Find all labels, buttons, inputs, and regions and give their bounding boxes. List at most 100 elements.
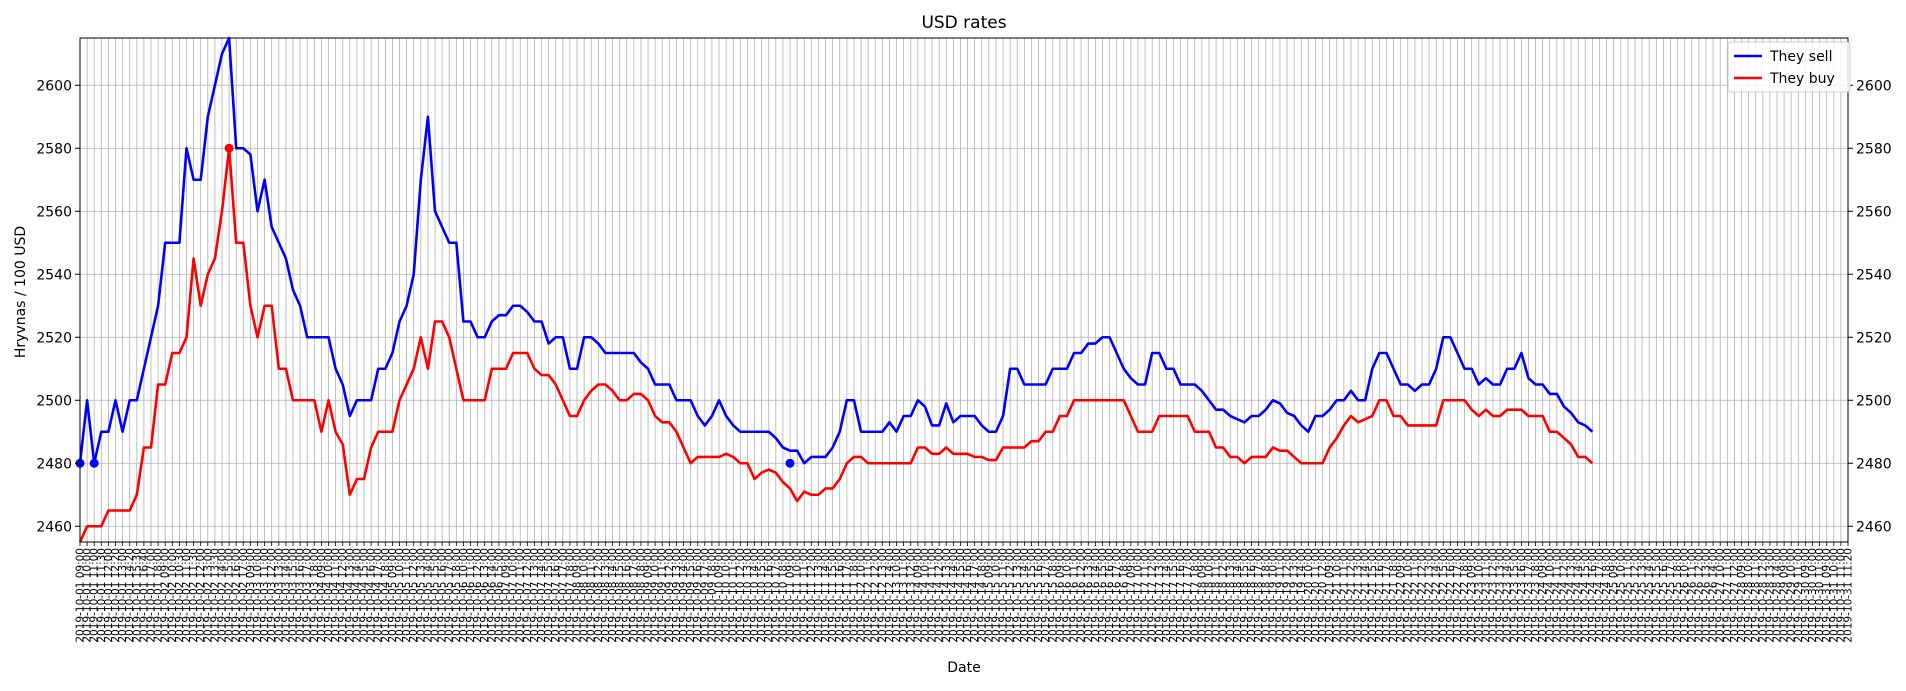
x-tick-label: 2019-10-18 13:00 (1225, 548, 1237, 643)
x-tick-label: 2019-10-04 10:00 (323, 548, 335, 643)
x-tick-label: 2019-10-17 11:00 (1140, 548, 1152, 643)
x-tick-label: 2019-10-24 10:00 (1544, 548, 1556, 643)
x-tick-label: 2019-10-22 15:00 (1438, 548, 1450, 643)
x-tick-label: 2019-10-07 14:00 (536, 548, 548, 643)
x-tick-label: 2019-10-21 09:00 (1324, 548, 1336, 643)
y-tick-label-right: 2580 (1856, 141, 1892, 157)
x-tick-label: 2019-10-08 10:00 (579, 548, 591, 643)
x-tick-label: 2019-10-07 15:00 (543, 548, 555, 643)
x-tick-label: 2019-10-02 16:00 (231, 548, 243, 643)
x-tick-label: 2019-10-01 18:00 (153, 548, 165, 643)
x-tick-label: 2019-10-12 10:00 (856, 548, 868, 643)
x-tick-label: 2019-10-09 13:00 (671, 548, 683, 643)
x-tick-label: 2019-10-10 11:00 (728, 548, 740, 643)
x-tick-label: 2019-10-25 10:00 (1615, 548, 1627, 643)
x-tick-label: 2019-10-27 11:00 (1722, 548, 1734, 643)
x-tick-label: 2019-10-25 14:00 (1644, 548, 1656, 643)
y-ticks-left: 2460 2480 2500 2520 2540 2560 2580 2600 (36, 78, 80, 535)
x-tick-label: 2019-10-17 18:00 (1189, 548, 1201, 643)
x-tick-label: 2019-10-23 14:00 (1502, 548, 1514, 643)
x-tick-label: 2019-10-07 16:00 (550, 548, 562, 643)
x-tick-label: 2019-10-06 15:00 (493, 548, 505, 643)
x-tick-label: 2019-10-01 16:40 (138, 548, 150, 643)
x-tick-label: 2019-10-11 16:00 (834, 548, 846, 643)
x-tick-label: 2019-10-18 11:00 (1211, 548, 1223, 643)
x-tick-label: 2019-10-25 16:00 (1658, 548, 1670, 643)
x-tick-label: 2019-10-23 13:00 (1495, 548, 1507, 643)
x-tick-label: 2019-10-31 10:00 (1828, 548, 1840, 643)
x-tick-label: 2019-10-23 10:00 (1473, 548, 1485, 643)
x-tick-label: 2019-10-21 14:00 (1360, 548, 1372, 643)
x-tick-label: 2019-10-02 14:00 (217, 548, 229, 643)
x-tick-label: 2019-10-14 15:00 (955, 548, 967, 643)
x-tick-label: 2019-10-19 10:00 (1267, 548, 1279, 643)
series-marker-point (89, 458, 99, 468)
x-tick-label: 2019-10-18 16:00 (1246, 548, 1258, 643)
series-marker-point (785, 458, 795, 468)
x-tick-label: 2019-10-18 09:00 (1196, 548, 1208, 643)
x-tick-label: 2019-10-23 12:00 (1487, 548, 1499, 643)
x-tick-label: 2019-10-24 18:00 (1601, 548, 1613, 643)
x-tick-label: 2019-10-26 11:00 (1686, 548, 1698, 643)
x-tick-label: 2019-10-21 15:00 (1367, 548, 1379, 643)
x-tick-label: 2019-10-26 10:00 (1679, 548, 1691, 643)
x-tick-label: 2019-10-01 09:00 (75, 548, 87, 643)
x-tick-label: 2019-10-09 16:00 (692, 548, 704, 643)
x-tick-label: 2019-10-21 18:00 (1388, 548, 1400, 643)
x-tick-label: 2019-10-12 14:00 (884, 548, 896, 643)
x-tick-label: 2019-10-05 15:00 (430, 548, 442, 643)
x-tick-label: 2019-10-23 09:00 (1466, 548, 1478, 643)
x-tick-label: 2019-10-05 18:00 (451, 548, 463, 643)
x-tick-label: 2019-10-23 16:00 (1516, 548, 1528, 643)
x-tick-label: 2019-10-16 10:00 (1061, 548, 1073, 643)
x-tick-label: 2019-10-03 10:00 (252, 548, 264, 643)
x-tick-label: 2019-10-04 15:00 (359, 548, 371, 643)
x-tick-label: 2019-10-06 14:00 (486, 548, 498, 643)
x-tick-label: 2019-10-05 16:00 (437, 548, 449, 643)
legend-label-they-buy: They buy (1769, 71, 1835, 87)
x-tick-label: 2019-10-09 14:00 (678, 548, 690, 643)
x-tick-label: 2019-10-22 09:00 (1395, 548, 1407, 643)
x-tick-label: 2019-10-21 10:00 (1331, 548, 1343, 643)
x-tick-label: 2019-10-16 17:00 (1111, 548, 1123, 643)
x-tick-label: 2019-10-21 16:00 (1374, 548, 1386, 643)
x-tick-label: 2019-10-07 17:00 (557, 548, 569, 643)
x-tick-label: 2019-10-09 12:00 (664, 548, 676, 643)
x-tick-label: 2019-10-16 12:00 (1076, 548, 1088, 643)
x-tick-label: 2019-10-15 14:00 (1019, 548, 1031, 643)
x-tick-label: 2019-10-10 18:00 (777, 548, 789, 643)
series-line-they-buy (78, 146, 1594, 543)
x-tick-label: 2019-10-01 12:00 (103, 548, 115, 643)
x-tick-label: 2019-10-03 18:00 (309, 548, 321, 643)
y-axis-label: Hryvnas / 100 USD (13, 226, 29, 358)
x-tick-label: 2019-10-18 15:00 (1239, 548, 1251, 643)
x-tick-label: 2019-10-05 10:00 (394, 548, 406, 643)
x-tick-label: 2019-10-14 18:00 (976, 548, 988, 643)
x-tick-label: 2019-10-09 15:00 (685, 548, 697, 643)
x-tick-label: 2019-10-01 11:30 (96, 548, 108, 643)
x-tick-label: 2019-10-02 09:00 (160, 548, 172, 643)
x-tick-label: 2019-10-02 17:00 (238, 548, 250, 643)
x-tick-label: 2019-10-19 11:00 (1274, 548, 1286, 643)
x-tick-label: 2019-10-29 10:00 (1786, 548, 1798, 643)
x-tick-label: 2019-10-25 12:00 (1629, 548, 1641, 643)
x-tick-label: 2019-10-16 18:00 (1118, 548, 1130, 643)
x-tick-label: 2019-10-11 18:00 (848, 548, 860, 643)
x-tick-label: 2019-10-26 14:00 (1708, 548, 1720, 643)
x-tick-label: 2019-10-29 11:00 (1793, 548, 1805, 643)
x-tick-label: 2019-10-22 14:00 (1431, 548, 1443, 643)
x-tick-label: 2019-10-17 14:00 (1161, 548, 1173, 643)
x-tick-label: 2019-10-24 12:00 (1558, 548, 1570, 643)
series-layer (75, 36, 1594, 543)
x-tick-label: 2019-10-04 11:00 (330, 548, 342, 643)
x-tick-label: 2019-10-26 12:00 (1693, 548, 1705, 643)
x-tick-label: 2019-10-22 10:00 (1402, 548, 1414, 643)
x-tick-label: 2019-10-22 13:00 (1424, 548, 1436, 643)
x-tick-label: 2019-10-24 09:00 (1537, 548, 1549, 643)
x-tick-label: 2019-10-04 18:00 (380, 548, 392, 643)
x-tick-label: 2019-10-21 11:00 (1338, 548, 1350, 643)
x-tick-label: 2019-10-16 14:00 (1090, 548, 1102, 643)
x-tick-label: 2019-10-05 12:00 (408, 548, 420, 643)
x-tick-label: 2019-10-11 14:00 (820, 548, 832, 643)
x-tick-label: 2019-10-01 15:30 (131, 548, 143, 643)
